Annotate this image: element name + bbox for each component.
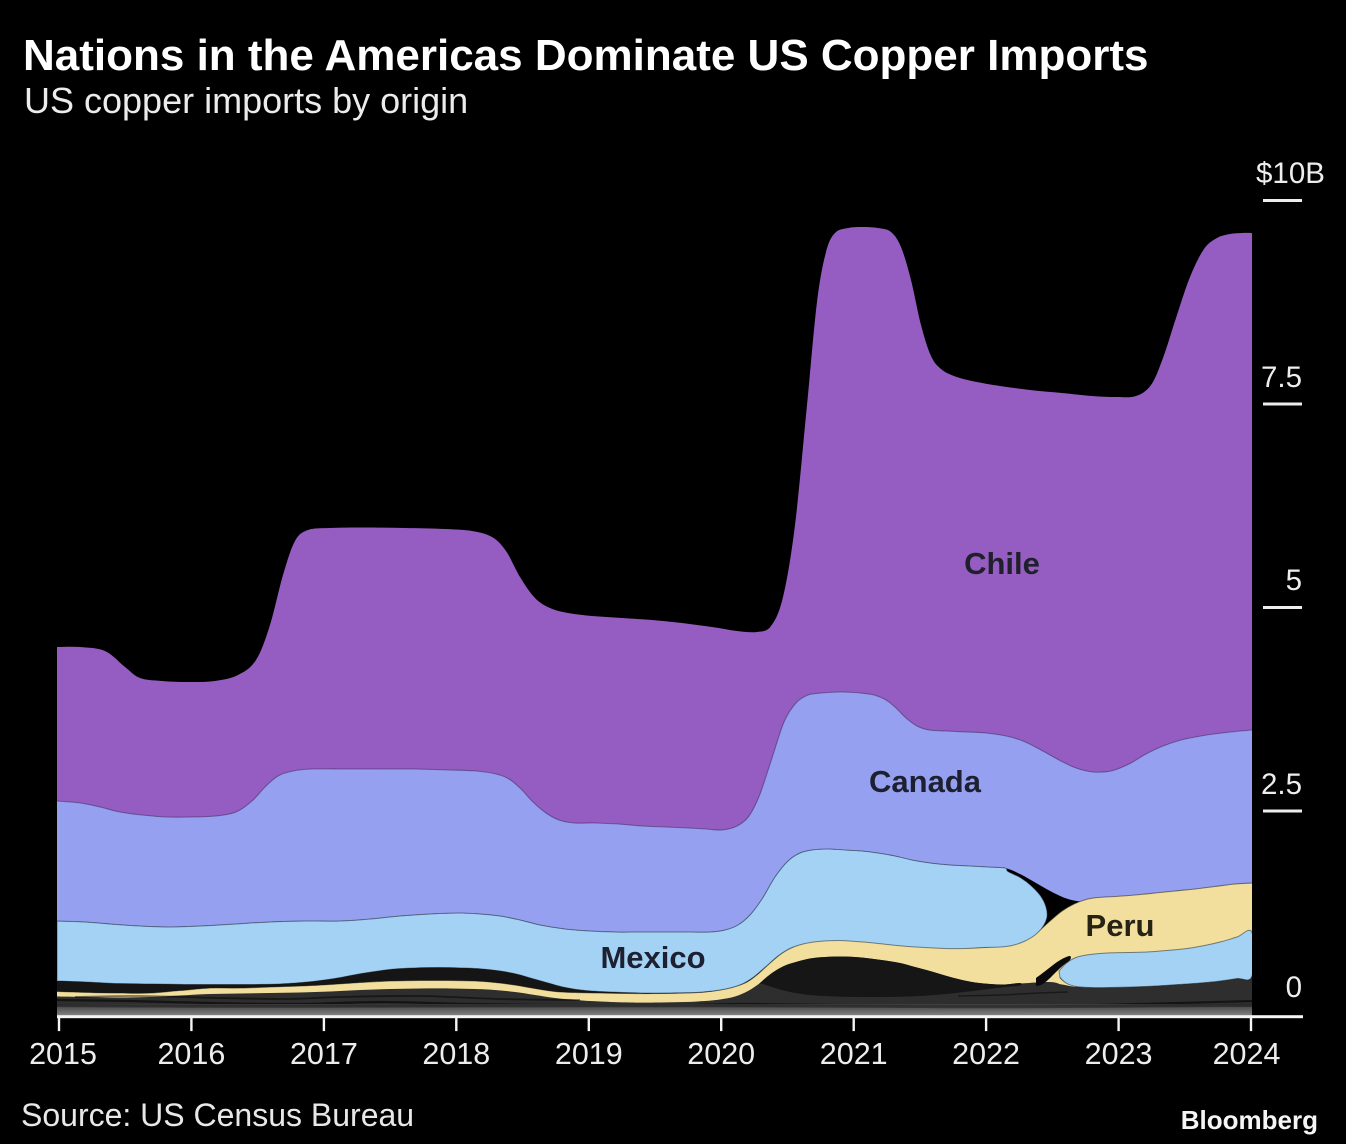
svg-text:2023: 2023 [1085, 1037, 1153, 1071]
svg-text:Mexico: Mexico [600, 940, 705, 975]
svg-text:US copper imports by origin: US copper imports by origin [24, 80, 468, 121]
svg-text:Canada: Canada [869, 764, 982, 799]
svg-text:Nations in the Americas Domina: Nations in the Americas Dominate US Copp… [23, 31, 1148, 80]
svg-text:0: 0 [1286, 971, 1302, 1004]
svg-text:2024: 2024 [1213, 1037, 1281, 1071]
svg-text:2.5: 2.5 [1261, 768, 1302, 801]
svg-text:2016: 2016 [157, 1037, 225, 1071]
svg-text:2019: 2019 [555, 1037, 623, 1071]
svg-text:Bloomberg: Bloomberg [1181, 1105, 1318, 1135]
svg-text:7.5: 7.5 [1261, 361, 1302, 394]
svg-text:2017: 2017 [290, 1037, 358, 1071]
svg-text:2018: 2018 [422, 1037, 490, 1071]
svg-text:5: 5 [1286, 564, 1302, 597]
svg-text:Peru: Peru [1086, 908, 1155, 943]
svg-text:$10B: $10B [1256, 157, 1325, 190]
svg-text:2022: 2022 [952, 1037, 1020, 1071]
svg-text:2015: 2015 [29, 1037, 97, 1071]
svg-text:2020: 2020 [687, 1037, 755, 1071]
svg-text:Source: US Census Bureau: Source: US Census Bureau [21, 1097, 414, 1133]
svg-text:Chile: Chile [964, 546, 1040, 581]
svg-text:2021: 2021 [820, 1037, 888, 1071]
